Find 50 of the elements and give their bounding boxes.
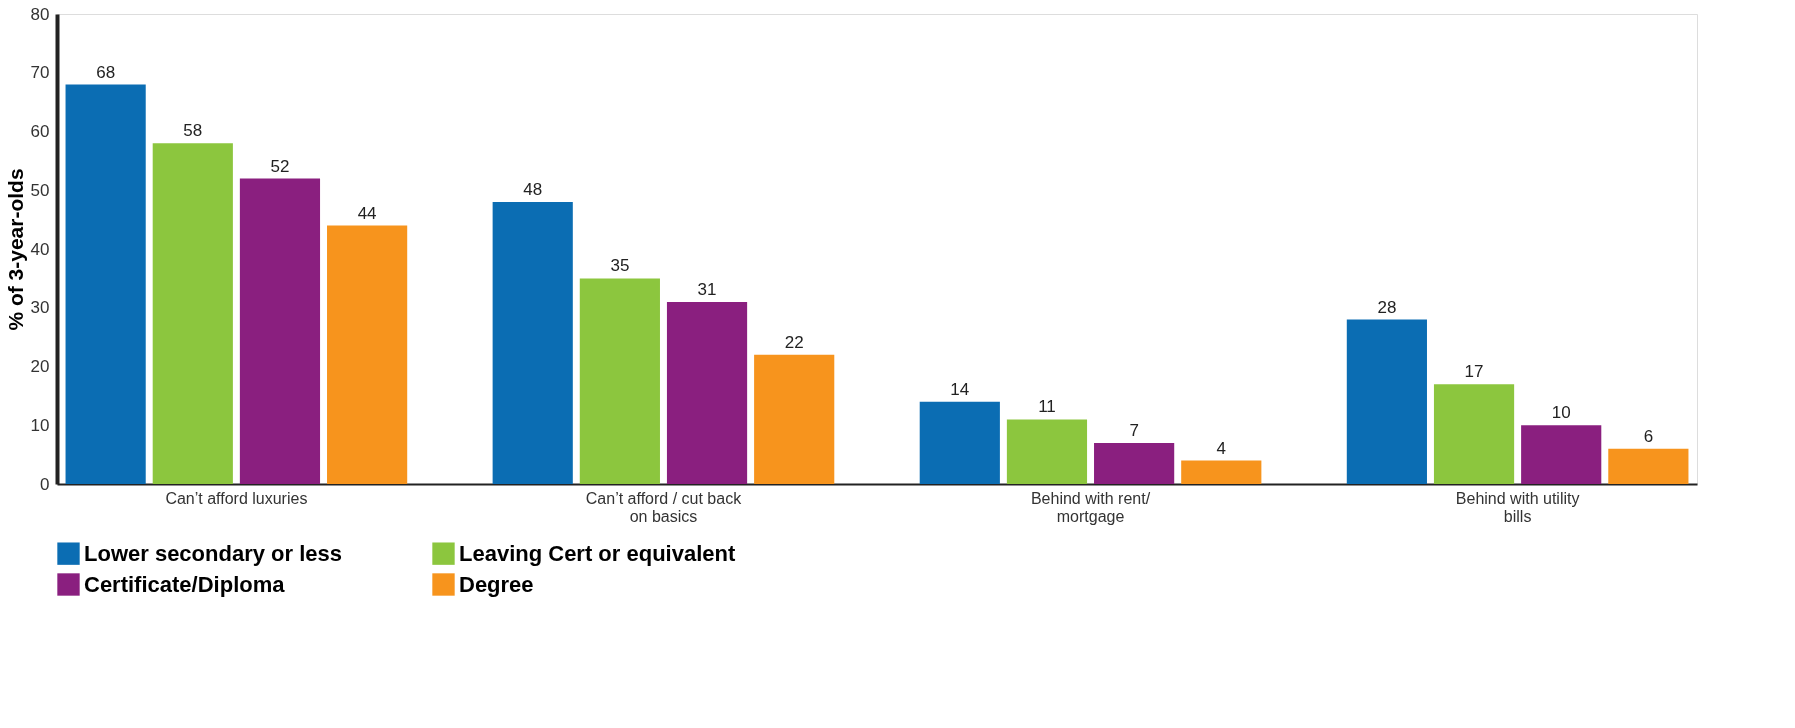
bar — [327, 225, 408, 484]
x-tick-label: Behind with utility bills — [1455, 489, 1580, 525]
data-label: 10 — [1551, 403, 1571, 423]
bar — [1094, 442, 1175, 484]
data-label: 6 — [1643, 426, 1654, 446]
y-tick-label: 60 — [30, 122, 50, 141]
bar — [1006, 419, 1088, 484]
y-tick-label: 50 — [30, 180, 50, 200]
data-label: 31 — [697, 279, 717, 299]
x-tick-label: Can’t afford / cut back on basics — [585, 489, 743, 525]
bar — [1181, 460, 1262, 484]
data-label: 68 — [96, 62, 116, 82]
data-label: 48 — [523, 180, 543, 199]
y-tick-label: 40 — [30, 239, 50, 259]
bar — [579, 278, 660, 484]
bar — [492, 202, 573, 484]
bar — [239, 178, 321, 484]
y-tick-label: 10 — [30, 415, 50, 435]
legend-label: Lower secondary or less — [84, 540, 342, 566]
data-label: 35 — [610, 256, 630, 276]
data-label: 58 — [183, 121, 203, 141]
data-label: 4 — [1216, 438, 1227, 458]
y-tick-label: 0 — [40, 474, 50, 494]
y-tick-label: 70 — [30, 63, 50, 83]
bar — [1521, 425, 1602, 484]
data-label: 22 — [784, 332, 804, 352]
bar — [65, 84, 146, 484]
data-label: 14 — [950, 379, 970, 399]
y-axis-title: % of 3-year-olds — [3, 168, 27, 331]
data-label: 52 — [270, 156, 290, 176]
y-tick-label: 30 — [30, 298, 50, 318]
data-label: 17 — [1464, 362, 1484, 382]
data-label: 7 — [1129, 420, 1139, 440]
x-tick-label: Behind with rent/ mortgage — [1030, 489, 1151, 525]
legend-label: Certificate/Diploma — [84, 571, 286, 597]
bar — [152, 143, 233, 484]
y-tick-label: 20 — [30, 357, 50, 376]
bar — [666, 301, 748, 484]
bar — [919, 401, 1000, 484]
legend-label: Leaving Cert or equivalent — [459, 540, 736, 566]
bar — [754, 354, 835, 484]
data-label: 44 — [357, 203, 377, 223]
bar — [1433, 384, 1515, 484]
y-tick-label: 80 — [30, 4, 50, 24]
bar — [1346, 319, 1427, 484]
bar — [1608, 448, 1689, 484]
x-tick-label: Can’t afford luxuries — [165, 489, 308, 507]
legend-label: Degree — [459, 571, 534, 597]
data-label: 11 — [1038, 397, 1056, 417]
data-label: 28 — [1377, 297, 1397, 317]
